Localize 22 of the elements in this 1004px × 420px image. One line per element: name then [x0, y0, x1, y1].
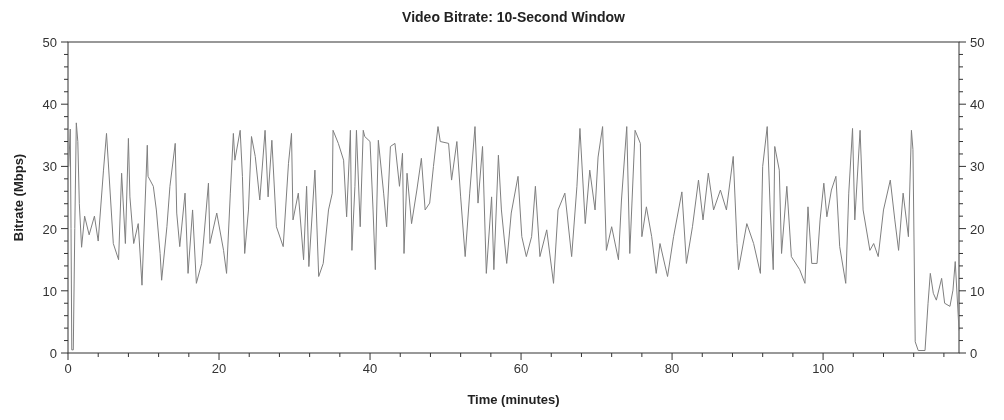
y2-tick-label: 50 [970, 35, 985, 50]
x-tick-label: 40 [362, 361, 378, 376]
x-axis-title: Time (minutes) [467, 392, 560, 407]
x-tick-label: 0 [64, 361, 72, 376]
y2-tick-label: 20 [970, 221, 985, 237]
x-tick-label: 80 [664, 361, 680, 376]
y-tick-label: 0 [49, 346, 57, 361]
y-tick-label: 30 [42, 159, 57, 175]
chart-title: Video Bitrate: 10-Second Window [402, 9, 626, 25]
y-tick-label: 40 [42, 97, 57, 113]
y-tick-label: 20 [42, 221, 57, 237]
line-series [68, 122, 960, 352]
y2-tick-label: 30 [970, 159, 985, 175]
y-axis-title: Bitrate (Mbps) [11, 153, 26, 242]
x-tick-label: 20 [211, 361, 227, 376]
y2-tick-label: 10 [970, 283, 985, 299]
y2-tick-label: 40 [970, 97, 985, 113]
y-tick-label: 10 [42, 283, 57, 299]
y2-tick-label: 0 [970, 346, 978, 361]
x-tick-label: 100 [812, 361, 834, 376]
x-tick-label: 60 [513, 361, 529, 376]
y-tick-label: 50 [42, 35, 57, 50]
